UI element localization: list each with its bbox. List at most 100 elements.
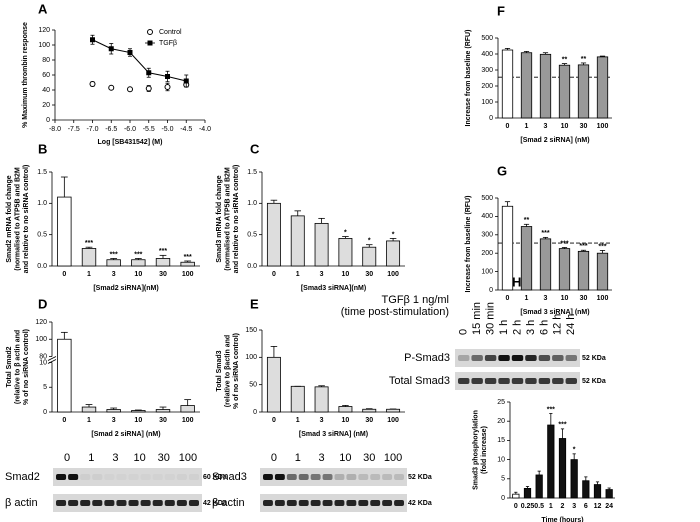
significance: *** — [134, 251, 142, 258]
y-tick-label: 0 — [501, 495, 505, 502]
panel-label: E — [250, 296, 259, 311]
blot-strip — [260, 468, 407, 486]
y-tick-label: 25 — [497, 399, 505, 406]
band — [263, 500, 273, 506]
y-tick-label: 400 — [481, 51, 493, 58]
x-axis-label: [Smad 3 siRNA] (nM) — [299, 431, 368, 438]
lane-label: 2 h — [511, 320, 523, 335]
band — [346, 500, 357, 506]
y-tick-label: 0 — [489, 287, 493, 294]
bar — [131, 410, 146, 413]
lane-label: 100 — [384, 452, 402, 464]
x-tick-label: 0 — [506, 295, 510, 302]
y-tick-label: 0 — [46, 117, 50, 124]
blot-strip — [260, 494, 407, 512]
x-tick-label: -6.0 — [124, 126, 136, 133]
point — [108, 84, 115, 91]
bar — [539, 53, 552, 119]
bar — [57, 196, 72, 267]
x-axis-label: [Smad2 siRNA](nM) — [93, 285, 158, 292]
x-tick-label: -4.5 — [180, 126, 192, 133]
x-tick-label: 100 — [597, 295, 609, 302]
x-tick-label: 3 — [320, 271, 324, 278]
band — [104, 500, 115, 506]
blot-strip — [53, 468, 202, 486]
band — [322, 500, 333, 506]
y-tick-label: 100 — [481, 99, 493, 106]
band — [298, 500, 309, 506]
y-tick-label: 150 — [245, 327, 257, 334]
bar — [338, 406, 353, 413]
lane-label: 3 — [319, 452, 325, 464]
bar — [605, 489, 613, 499]
bar — [180, 405, 195, 413]
x-tick-label: 10 — [342, 417, 350, 424]
x-tick-label: 3 — [544, 123, 548, 130]
x-tick-label: 30 — [580, 123, 588, 130]
axis-break — [48, 356, 56, 363]
y-tick-label: 200 — [481, 83, 493, 90]
y-tick-label: 0.0 — [247, 263, 257, 270]
x-tick-label: 1 — [87, 417, 91, 424]
row-size: 60 KDa — [203, 474, 227, 481]
panel-label: A — [38, 1, 48, 16]
band — [322, 474, 333, 480]
lane-label: 3 — [112, 452, 118, 464]
lane-label: 0 — [64, 452, 70, 464]
lane-label: 30 — [363, 452, 375, 464]
x-tick-label: 6 — [584, 503, 588, 510]
bar — [593, 484, 602, 499]
band — [274, 500, 285, 506]
significance: ** — [524, 217, 530, 224]
significance: *** — [541, 230, 549, 237]
bar — [558, 248, 571, 291]
point — [165, 74, 170, 79]
band — [56, 500, 67, 506]
y-axis-label: Increase from baseline (RFU) — [465, 30, 472, 127]
band — [116, 474, 126, 480]
row-label: Total Smad3 — [389, 375, 450, 387]
significance: *** — [579, 243, 587, 250]
bar — [596, 252, 609, 291]
bar — [386, 408, 401, 413]
bar — [81, 406, 97, 413]
y-tick-label: 500 — [481, 35, 493, 42]
band — [274, 474, 285, 480]
y-tick-label: 0 — [43, 409, 47, 416]
y-axis-label: Total Smad2 — [6, 346, 13, 387]
x-tick-label: 3 — [112, 271, 116, 278]
bar — [558, 64, 571, 119]
band — [358, 474, 369, 480]
lane-label: 3 h — [525, 320, 537, 335]
panel-label: B — [38, 141, 47, 156]
x-tick-label: 3 — [572, 503, 576, 510]
bar — [314, 222, 329, 267]
band — [188, 474, 199, 480]
band — [358, 500, 369, 506]
bar — [512, 493, 520, 499]
row-size: 52 KDa — [582, 378, 606, 385]
band — [116, 500, 127, 506]
x-tick-label: 10 — [561, 123, 569, 130]
lane-label: 30 min — [485, 302, 497, 335]
band — [511, 378, 524, 384]
y-tick-label: 20 — [42, 102, 50, 109]
x-tick-label: 10 — [134, 271, 142, 278]
band — [552, 355, 564, 361]
y-tick-label: 5 — [43, 384, 47, 391]
significance: *** — [110, 251, 118, 258]
band — [92, 474, 103, 480]
x-tick-label: 0.5 — [534, 503, 544, 510]
panel-label: C — [250, 141, 260, 156]
blot-strip — [53, 494, 202, 512]
x-tick-label: 100 — [387, 417, 399, 424]
x-tick-label: 30 — [580, 295, 588, 302]
band — [458, 378, 470, 384]
lane-label: 0 — [458, 329, 470, 335]
x-tick-label: 3 — [544, 295, 548, 302]
lane-label: 100 — [179, 452, 197, 464]
x-tick-label: 30 — [365, 417, 373, 424]
axis-break-mark — [47, 356, 57, 361]
significance: * — [573, 447, 576, 454]
band — [552, 378, 564, 384]
